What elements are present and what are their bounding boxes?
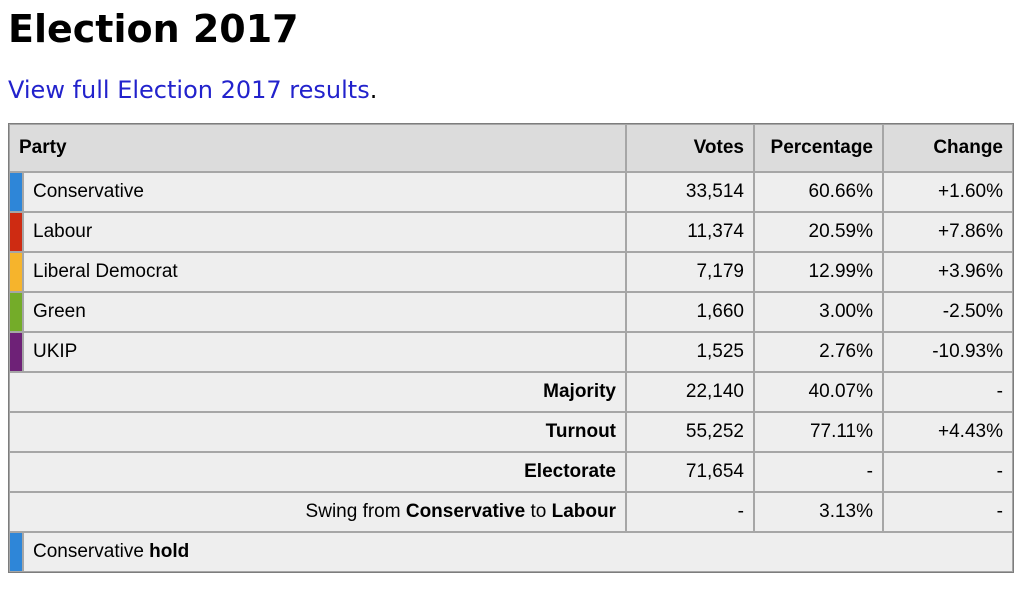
percentage-cell: 20.59% <box>754 212 883 253</box>
change-cell: - <box>883 372 1013 413</box>
votes-cell: 7,179 <box>626 252 754 293</box>
votes-cell: 71,654 <box>626 452 754 493</box>
change-cell: -2.50% <box>883 292 1013 333</box>
party-color-swatch <box>9 252 23 293</box>
votes-cell: 11,374 <box>626 212 754 253</box>
percentage-cell: 77.11% <box>754 412 883 453</box>
header-votes: Votes <box>626 124 754 173</box>
election-results-table: Party Votes Percentage Change Conservati… <box>8 123 1014 574</box>
link-line: View full Election 2017 results. <box>8 76 1015 105</box>
result-status-text: hold <box>149 541 190 563</box>
summary-row-turnout: Turnout 55,252 77.11% +4.43% <box>9 412 1013 453</box>
party-color-swatch <box>9 172 23 213</box>
percentage-cell: - <box>754 452 883 493</box>
party-row-labour: Labour 11,374 20.59% +7.86% <box>9 212 1013 253</box>
result-party-text: Conservative <box>33 541 150 563</box>
party-name-cell: Labour <box>23 212 626 253</box>
votes-cell: 1,660 <box>626 292 754 333</box>
page-title: Election 2017 <box>8 7 299 51</box>
percentage-cell: 60.66% <box>754 172 883 213</box>
party-color-swatch <box>9 212 23 253</box>
link-suffix-text: . <box>369 75 378 104</box>
change-cell: +4.43% <box>883 412 1013 453</box>
swing-from-party: Conservative <box>405 501 526 523</box>
party-color-swatch <box>9 332 23 373</box>
percentage-cell: 3.00% <box>754 292 883 333</box>
change-cell: - <box>883 492 1013 533</box>
votes-cell: 1,525 <box>626 332 754 373</box>
header-change: Change <box>883 124 1013 173</box>
party-row-conservative: Conservative 33,514 60.66% +1.60% <box>9 172 1013 213</box>
party-row-ukip: UKIP 1,525 2.76% -10.93% <box>9 332 1013 373</box>
summary-label: Majority <box>9 372 626 413</box>
party-color-swatch <box>9 292 23 333</box>
swing-label: Swing from Conservative to Labour <box>9 492 626 533</box>
party-name-cell: UKIP <box>23 332 626 373</box>
view-full-results-link[interactable]: View full Election 2017 results <box>8 75 370 104</box>
summary-label: Electorate <box>9 452 626 493</box>
header-party: Party <box>9 124 626 173</box>
votes-cell: - <box>626 492 754 533</box>
swing-to-party: Labour <box>551 501 616 523</box>
summary-label: Turnout <box>9 412 626 453</box>
party-row-liberal-democrat: Liberal Democrat 7,179 12.99% +3.96% <box>9 252 1013 293</box>
swing-prefix-text: Swing from <box>305 501 406 523</box>
change-cell: +3.96% <box>883 252 1013 293</box>
percentage-cell: 3.13% <box>754 492 883 533</box>
change-cell: +1.60% <box>883 172 1013 213</box>
result-row: Conservative hold <box>9 532 1013 573</box>
summary-row-majority: Majority 22,140 40.07% - <box>9 372 1013 413</box>
header-percentage: Percentage <box>754 124 883 173</box>
change-cell: +7.86% <box>883 212 1013 253</box>
votes-cell: 33,514 <box>626 172 754 213</box>
swing-row: Swing from Conservative to Labour - 3.13… <box>9 492 1013 533</box>
table-header-row: Party Votes Percentage Change <box>9 124 1013 173</box>
votes-cell: 55,252 <box>626 412 754 453</box>
change-cell: - <box>883 452 1013 493</box>
votes-cell: 22,140 <box>626 372 754 413</box>
percentage-cell: 12.99% <box>754 252 883 293</box>
party-name-cell: Liberal Democrat <box>23 252 626 293</box>
result-color-swatch <box>9 532 23 573</box>
result-cell: Conservative hold <box>23 532 1013 573</box>
summary-row-electorate: Electorate 71,654 - - <box>9 452 1013 493</box>
party-row-green: Green 1,660 3.00% -2.50% <box>9 292 1013 333</box>
party-name-cell: Conservative <box>23 172 626 213</box>
percentage-cell: 2.76% <box>754 332 883 373</box>
change-cell: -10.93% <box>883 332 1013 373</box>
swing-middle-text: to <box>525 501 552 523</box>
party-name-cell: Green <box>23 292 626 333</box>
percentage-cell: 40.07% <box>754 372 883 413</box>
